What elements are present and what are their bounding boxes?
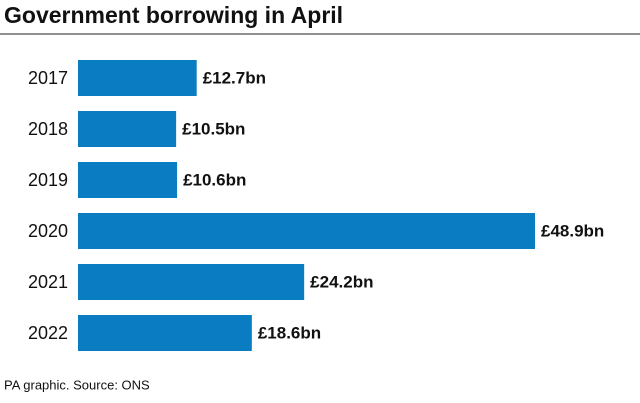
bar bbox=[78, 60, 197, 96]
source-note: PA graphic. Source: ONS bbox=[4, 377, 150, 392]
value-label: £18.6bn bbox=[258, 323, 321, 342]
value-label: £24.2bn bbox=[310, 272, 373, 291]
y-tick-label: 2020 bbox=[28, 221, 68, 241]
chart-title: Government borrowing in April bbox=[4, 2, 343, 28]
bar bbox=[78, 315, 252, 351]
y-tick-label: 2019 bbox=[28, 170, 68, 190]
y-tick-label: 2018 bbox=[28, 119, 68, 139]
value-label: £12.7bn bbox=[203, 68, 266, 87]
bar bbox=[78, 111, 177, 147]
value-label: £10.6bn bbox=[183, 170, 246, 189]
bar bbox=[78, 162, 178, 198]
y-tick-label: 2017 bbox=[28, 68, 68, 88]
bar bbox=[78, 264, 305, 300]
y-tick-label: 2021 bbox=[28, 272, 68, 292]
bar bbox=[78, 213, 535, 249]
y-tick-label: 2022 bbox=[28, 323, 68, 343]
value-label: £10.5bn bbox=[182, 119, 245, 138]
value-label: £48.9bn bbox=[541, 221, 604, 240]
